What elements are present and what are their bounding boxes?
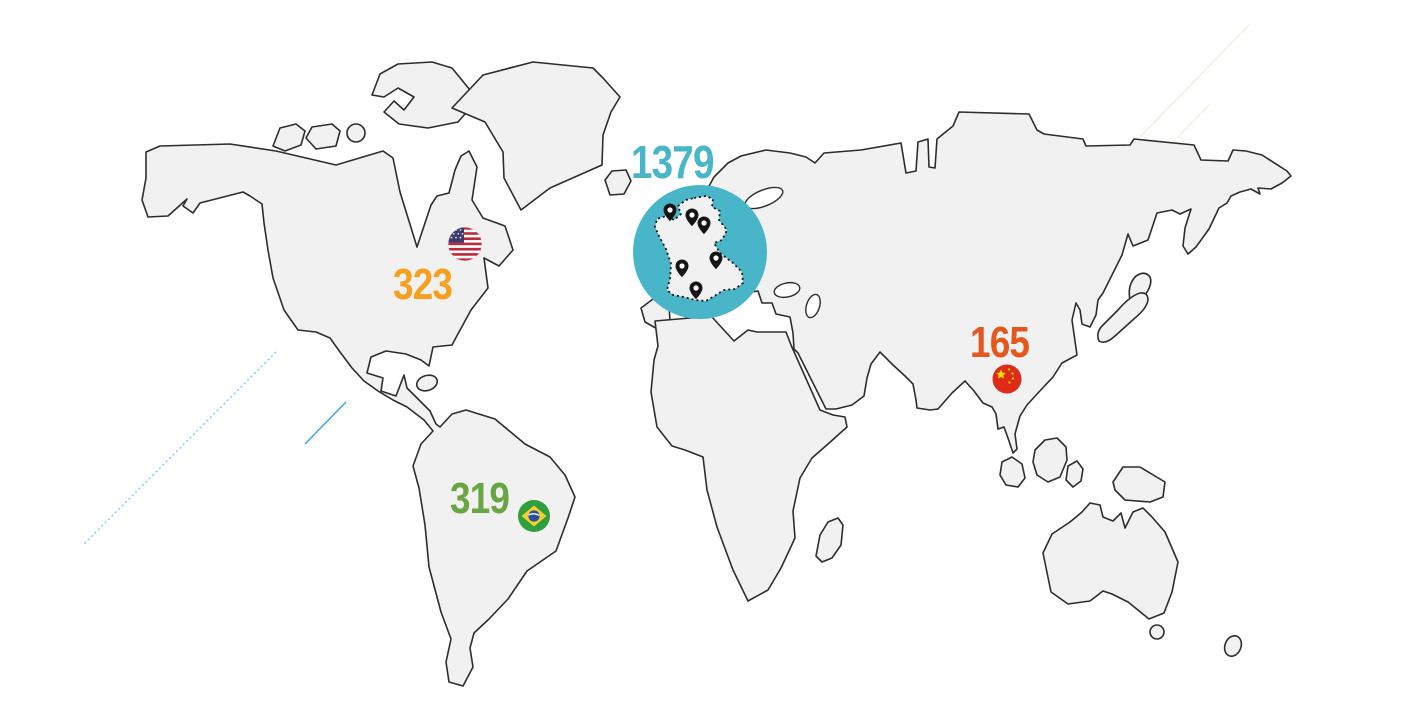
us-flag-icon <box>447 226 483 262</box>
faint-diagonal-line <box>1176 103 1211 139</box>
region-arctic-island <box>305 123 341 150</box>
region-iceland <box>604 169 632 196</box>
region-cuba <box>415 374 439 392</box>
faint-diagonal-line <box>1139 23 1251 138</box>
stat-value-china: 165 <box>970 318 1030 367</box>
decorative-lines <box>84 23 1251 544</box>
region-new-zealand <box>1223 635 1243 657</box>
solid-leader-line <box>304 401 347 445</box>
region-arctic-island-round <box>346 123 366 143</box>
region-borneo <box>1032 437 1068 483</box>
stat-value-france: 1379 <box>631 136 714 188</box>
sea-black <box>773 281 801 299</box>
region-africa <box>650 316 848 602</box>
brazil-flag-icon <box>518 500 550 532</box>
sea-caspian <box>805 293 821 319</box>
stat-value-usa: 323 <box>393 260 453 309</box>
region-arctic-island <box>272 123 306 152</box>
landmasses <box>141 61 1292 687</box>
region-japan-south <box>1097 292 1149 343</box>
region-arctic-island-notched <box>371 61 473 129</box>
dotted-leader-line <box>84 349 279 544</box>
region-new-guinea <box>1112 466 1166 503</box>
region-sumatra <box>999 456 1026 488</box>
region-americas <box>141 143 576 687</box>
region-australia <box>1042 502 1179 620</box>
region-tasmania <box>1149 624 1165 640</box>
stat-value-brazil: 319 <box>450 474 510 523</box>
china-flag-icon <box>992 364 1022 394</box>
france-map-outline <box>654 195 744 302</box>
france-feature <box>633 185 767 319</box>
region-madagascar <box>815 517 844 563</box>
region-sulawesi <box>1065 460 1084 488</box>
region-greenland <box>451 61 621 211</box>
